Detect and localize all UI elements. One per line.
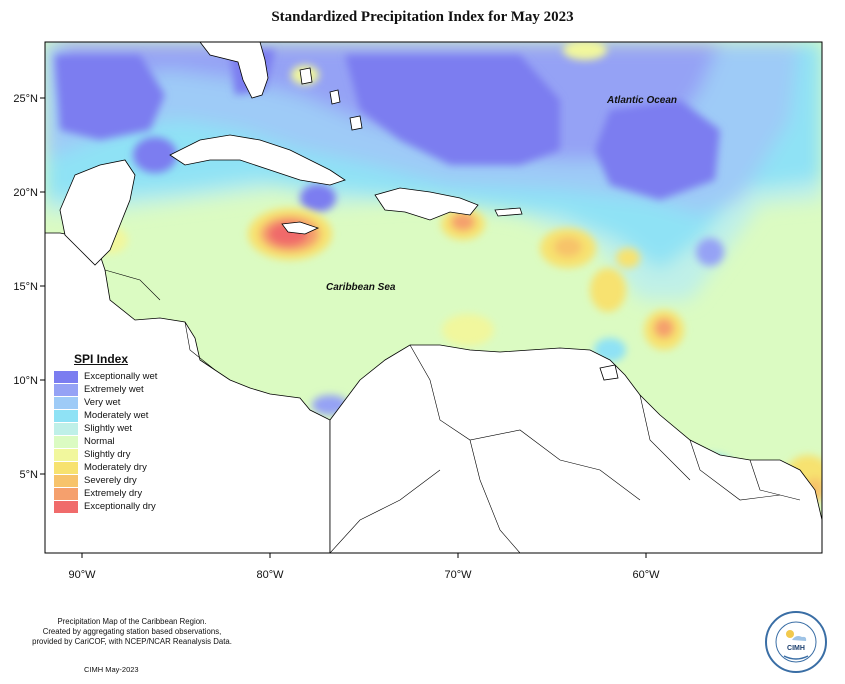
y-tick-label: 5°N [20, 469, 39, 481]
legend: SPI Index Exceptionally wet Extremely wet… [54, 352, 204, 513]
legend-label: Very wet [84, 397, 121, 408]
legend-swatch [54, 435, 78, 448]
footnote-line: Precipitation Map of the Caribbean Regio… [57, 617, 207, 626]
footnote: Precipitation Map of the Caribbean Regio… [12, 617, 252, 646]
legend-item: Slightly wet [54, 422, 204, 435]
atlantic-ocean-label: Atlantic Ocean [606, 95, 677, 106]
legend-item: Severely dry [54, 474, 204, 487]
legend-label: Normal [84, 436, 115, 447]
x-tick-label: 70°W [444, 569, 472, 581]
y-tick-label: 20°N [13, 187, 38, 199]
legend-swatch [54, 396, 78, 409]
cloud-icon [792, 636, 807, 641]
legend-title: SPI Index [74, 352, 129, 366]
map-frame [44, 41, 823, 554]
legend-swatch [54, 448, 78, 461]
sun-icon [786, 630, 794, 638]
legend-item: Very wet [54, 396, 204, 409]
legend-label: Moderately dry [84, 462, 147, 473]
credit: CIMH May-2023 [84, 665, 139, 674]
legend-swatch [54, 461, 78, 474]
legend-label: Exceptionally dry [84, 501, 156, 512]
legend-item: Slightly dry [54, 448, 204, 461]
legend-label: Slightly wet [84, 423, 133, 434]
legend-item: Moderately dry [54, 461, 204, 474]
legend-item: Moderately wet [54, 409, 204, 422]
y-tick-label: 15°N [13, 281, 38, 293]
map-title: Standardized Precipitation Index for May… [271, 9, 574, 25]
x-tick-label: 60°W [632, 569, 660, 581]
legend-item: Extremely dry [54, 487, 204, 500]
footnote-line: provided by CariCOF, with NCEP/NCAR Rean… [32, 636, 232, 646]
legend-item: Exceptionally dry [54, 500, 204, 513]
y-ticks [40, 97, 45, 475]
y-tick-label: 25°N [13, 93, 38, 105]
x-tick-label: 80°W [256, 569, 284, 581]
legend-swatch [54, 409, 78, 422]
legend-label: Exceptionally wet [84, 371, 158, 382]
legend-item: Normal [54, 435, 204, 448]
x-ticks [81, 553, 647, 558]
footnote-line: Created by aggregating station based obs… [42, 626, 222, 636]
legend-swatch [54, 422, 78, 435]
legend-label: Moderately wet [84, 410, 149, 421]
legend-label: Slightly dry [84, 449, 131, 460]
legend-swatch [54, 474, 78, 487]
legend-swatch [54, 383, 78, 396]
caribbean-sea-label: Caribbean Sea [326, 282, 396, 293]
legend-swatch [54, 487, 78, 500]
legend-swatch [54, 500, 78, 513]
y-tick-label: 10°N [13, 375, 38, 387]
legend-label: Extremely wet [84, 384, 144, 395]
land [45, 42, 822, 553]
legend-item: Exceptionally wet [54, 370, 204, 383]
spi-field [45, 42, 822, 553]
legend-label: Extremely dry [84, 488, 143, 499]
legend-label: Severely dry [84, 475, 137, 486]
legend-swatch [54, 370, 78, 383]
legend-items: Exceptionally wet Extremely wet Very wet Mo… [54, 370, 204, 513]
cimh-logo: CIMH [765, 611, 827, 673]
x-tick-label: 90°W [68, 569, 96, 581]
borders [104, 269, 801, 553]
logo-text: CIMH [787, 645, 805, 652]
legend-item: Extremely wet [54, 383, 204, 396]
